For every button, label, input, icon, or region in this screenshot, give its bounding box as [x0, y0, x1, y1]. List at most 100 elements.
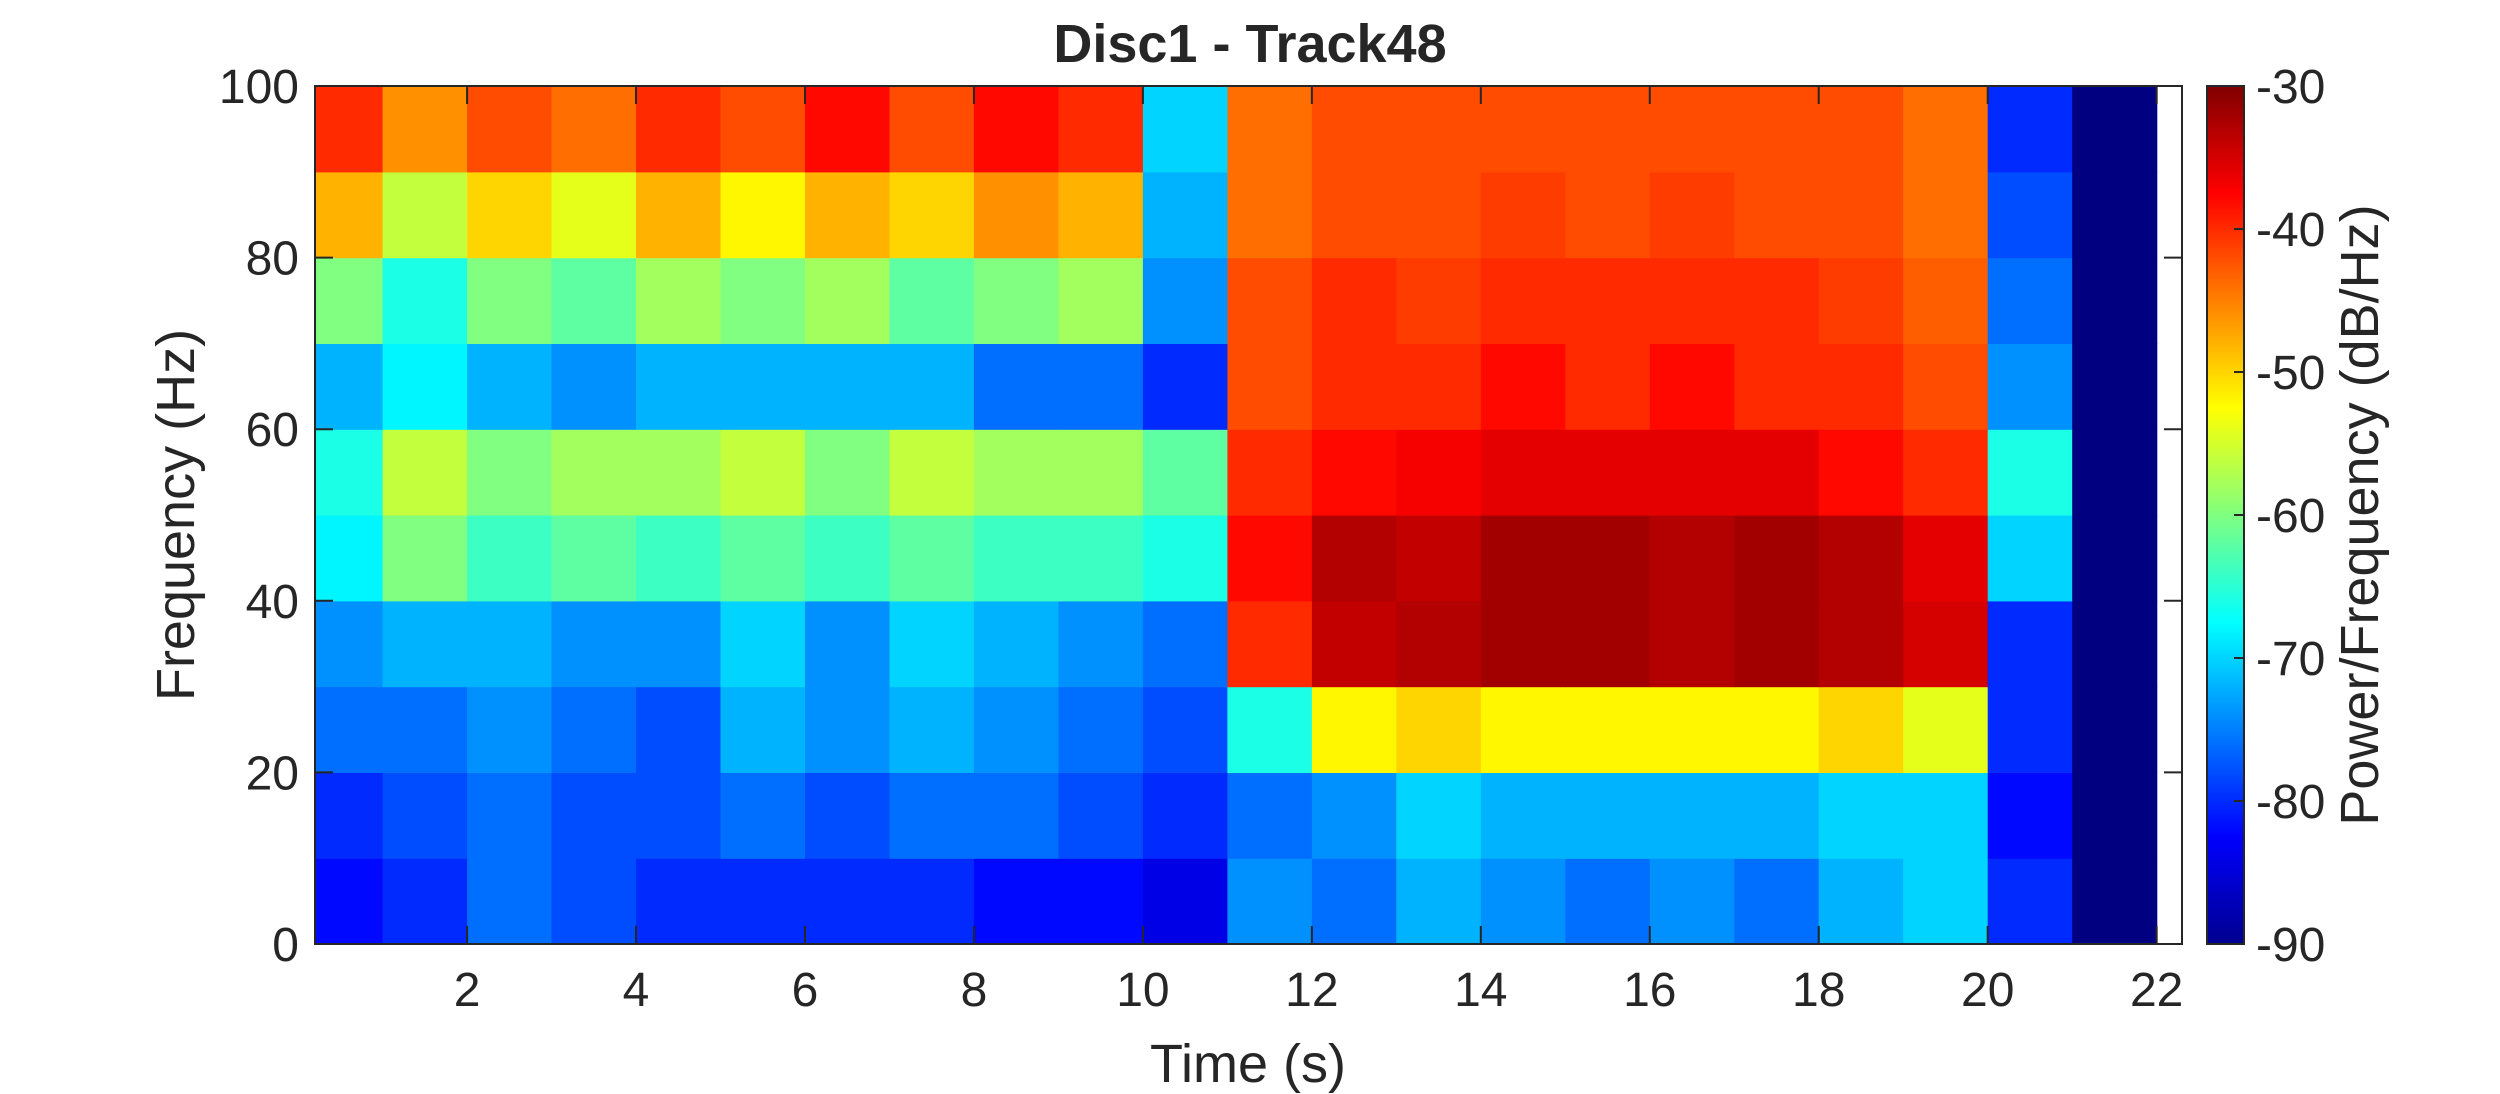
spectrogram-cell: [315, 258, 383, 344]
spectrogram-cell: [1734, 86, 1819, 172]
y-tick-label: 100: [219, 61, 299, 114]
spectrogram-cell: [1988, 172, 2073, 258]
x-tick-label: 14: [1454, 964, 1507, 1017]
x-tick-label: 18: [1792, 964, 1845, 1017]
spectrogram-cell: [1312, 429, 1397, 515]
spectrogram-cell: [1565, 258, 1650, 344]
spectrogram-cell: [383, 86, 468, 172]
spectrogram-cell: [636, 172, 721, 258]
spectrogram-cell: [1396, 86, 1481, 172]
spectrogram-cell: [890, 515, 975, 601]
x-tick-label: 22: [2130, 964, 2183, 1017]
spectrogram-cell: [1227, 343, 1312, 429]
spectrogram-cell: [552, 858, 637, 944]
spectrogram-cell: [805, 601, 890, 687]
spectrogram-cell: [2072, 343, 2157, 429]
colorbar-tick-label: -50: [2256, 347, 2325, 400]
spectrogram-cell: [1143, 772, 1228, 858]
spectrogram-cell: [1143, 86, 1228, 172]
spectrogram-cell: [2072, 86, 2157, 172]
spectrogram-cell: [636, 687, 721, 773]
spectrogram-cell: [890, 429, 975, 515]
spectrogram-cell: [1481, 86, 1566, 172]
spectrogram-cell: [1903, 172, 1988, 258]
y-tick-label: 60: [246, 404, 299, 457]
spectrogram-cell: [1565, 343, 1650, 429]
spectrogram-cell: [974, 772, 1059, 858]
spectrogram-cell: [2072, 772, 2157, 858]
spectrogram-cell: [1734, 858, 1819, 944]
spectrogram-cell: [1058, 687, 1143, 773]
spectrogram-cell: [1312, 601, 1397, 687]
spectrogram-cell: [1565, 601, 1650, 687]
spectrogram-cell: [636, 772, 721, 858]
spectrogram-cell: [1903, 858, 1988, 944]
spectrogram-cell: [1227, 258, 1312, 344]
spectrogram-cell: [383, 429, 468, 515]
x-tick-label: 8: [961, 964, 988, 1017]
spectrogram-cell: [890, 601, 975, 687]
spectrogram-cell: [2072, 429, 2157, 515]
spectrogram-cell: [890, 343, 975, 429]
spectrogram-cell: [890, 687, 975, 773]
colorbar-tick-label: -90: [2256, 919, 2325, 972]
spectrogram-cell: [1565, 429, 1650, 515]
spectrogram-cell: [1227, 601, 1312, 687]
x-tick-label: 12: [1285, 964, 1338, 1017]
spectrogram-cell: [721, 172, 806, 258]
spectrogram-cell: [1650, 601, 1735, 687]
spectrogram-cell: [1650, 429, 1735, 515]
spectrogram-cell: [1058, 858, 1143, 944]
spectrogram-cell: [1227, 172, 1312, 258]
y-axis-label: Frequency (Hz): [146, 329, 206, 701]
spectrogram-cell: [315, 601, 383, 687]
spectrogram-cell: [1396, 172, 1481, 258]
spectrogram-cell: [315, 515, 383, 601]
spectrogram-cell: [1650, 86, 1735, 172]
spectrogram-cell: [890, 858, 975, 944]
spectrogram-cell: [383, 172, 468, 258]
spectrogram-cell: [1819, 172, 1904, 258]
spectrogram-cell: [636, 601, 721, 687]
spectrogram-cell: [974, 429, 1059, 515]
spectrogram-cell: [1143, 429, 1228, 515]
spectrogram-cell: [383, 343, 468, 429]
spectrogram-cell: [1143, 343, 1228, 429]
spectrogram-cell: [552, 429, 637, 515]
spectrogram-cell: [721, 429, 806, 515]
spectrogram-cell: [1396, 515, 1481, 601]
spectrogram-cell: [552, 687, 637, 773]
spectrogram-cell: [315, 687, 383, 773]
spectrogram-cell: [1312, 343, 1397, 429]
spectrogram-cell: [1819, 429, 1904, 515]
spectrogram-cell: [1227, 687, 1312, 773]
spectrogram-cell: [315, 858, 383, 944]
spectrogram-cell: [1819, 258, 1904, 344]
spectrogram-cell: [315, 772, 383, 858]
spectrogram-cell: [636, 858, 721, 944]
spectrogram-cell: [1819, 343, 1904, 429]
x-tick-label: 6: [792, 964, 819, 1017]
x-tick-label: 2: [454, 964, 481, 1017]
x-tick-label: 16: [1623, 964, 1676, 1017]
spectrogram-cell: [1058, 172, 1143, 258]
spectrogram-cell: [721, 687, 806, 773]
y-tick-label: 40: [246, 576, 299, 629]
spectrogram-cell: [1227, 86, 1312, 172]
spectrogram-cell: [1903, 258, 1988, 344]
spectrogram-cell: [552, 772, 637, 858]
colorbar-label: Power/Frequency (dB/Hz): [2330, 204, 2390, 825]
spectrogram-cell: [636, 86, 721, 172]
spectrogram-cell: [1227, 772, 1312, 858]
spectrogram-cell: [1650, 258, 1735, 344]
spectrogram-cell: [1734, 429, 1819, 515]
spectrogram-cell: [1481, 172, 1566, 258]
spectrogram-cell: [974, 258, 1059, 344]
spectrogram-cell: [1650, 772, 1735, 858]
spectrogram-cell: [1481, 601, 1566, 687]
spectrogram-cell: [1565, 86, 1650, 172]
spectrogram-cell: [974, 172, 1059, 258]
y-tick-label: 80: [246, 233, 299, 286]
spectrogram-cell: [1227, 515, 1312, 601]
